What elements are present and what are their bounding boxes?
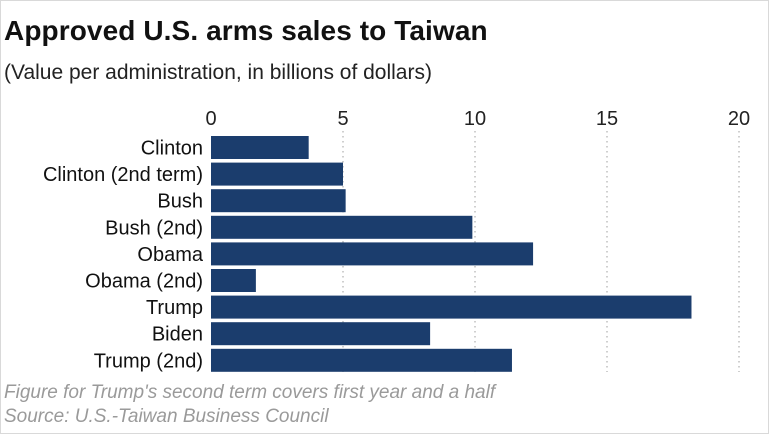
- bar: [211, 242, 534, 266]
- x-tick-label: 5: [337, 108, 348, 130]
- category-label: Bush (2nd): [105, 217, 203, 239]
- category-label: Bush: [157, 191, 203, 213]
- category-labels: Clinton Clinton (2nd term) Bush Bush (2nd) O…: [43, 138, 204, 373]
- category-label: Clinton: [141, 138, 203, 160]
- x-tick-label: 20: [728, 108, 750, 130]
- bar: [211, 136, 309, 159]
- bar: [211, 162, 343, 186]
- x-tick-label: 10: [464, 108, 486, 130]
- bar: [211, 322, 431, 346]
- bar: [211, 189, 346, 213]
- x-axis-ticks: 0 5 10 15 20: [205, 108, 750, 130]
- bar: [211, 215, 473, 239]
- chart-title: Approved U.S. arms sales to Taiwan: [4, 15, 488, 46]
- chart-source: Source: U.S.-Taiwan Business Council: [4, 406, 329, 427]
- bar: [211, 348, 512, 372]
- bar: [211, 295, 692, 319]
- bars: [211, 136, 692, 372]
- bar: [211, 269, 256, 292]
- chart-footnote: Figure for Trump's second term covers fi…: [4, 382, 496, 403]
- x-tick-label: 15: [596, 108, 618, 130]
- x-tick-label: 0: [205, 108, 216, 130]
- category-label: Clinton (2nd term): [43, 164, 203, 186]
- chart-subtitle: (Value per administration, in billions o…: [4, 61, 432, 84]
- category-label: Trump: [146, 297, 203, 319]
- category-label: Biden: [152, 324, 203, 346]
- category-label: Obama: [137, 244, 203, 266]
- category-label: Trump (2nd): [94, 350, 203, 372]
- category-label: Obama (2nd): [85, 271, 203, 293]
